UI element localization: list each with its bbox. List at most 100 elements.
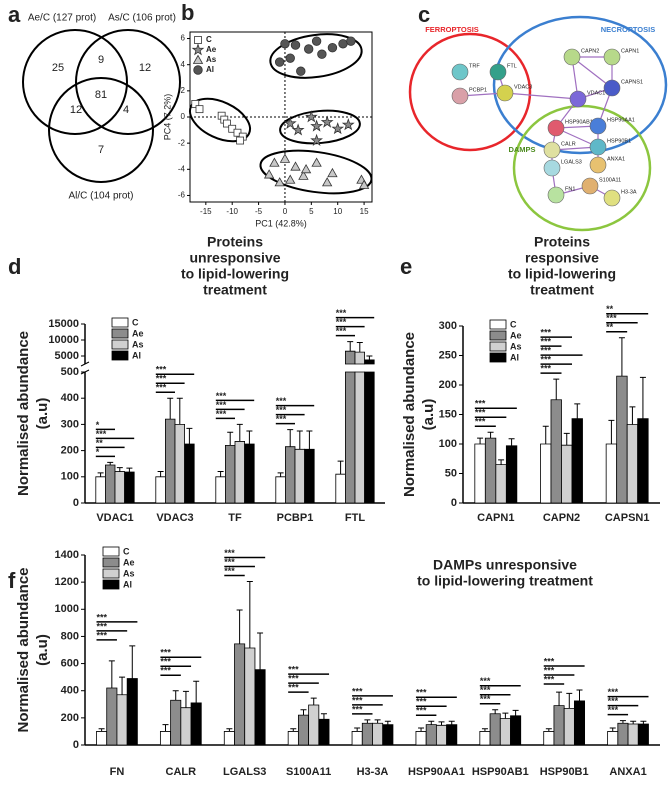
venn-count: 9 xyxy=(98,54,104,66)
bar xyxy=(351,731,363,746)
y-tick-label: 5000 xyxy=(55,350,79,362)
chart-title: to lipid-lowering xyxy=(181,266,289,282)
significance-label: *** xyxy=(216,391,227,401)
bar xyxy=(617,722,629,746)
x-tick-label: -15 xyxy=(200,207,212,216)
y-tick-label: 0 xyxy=(451,497,457,509)
group-outline xyxy=(408,32,532,152)
network-node xyxy=(603,79,621,97)
x-tick-label: LGALS3 xyxy=(223,766,266,778)
y-tick-label: 0 xyxy=(73,739,79,751)
bar xyxy=(244,443,255,504)
error-bar xyxy=(364,719,371,724)
error-bar xyxy=(236,609,243,644)
error-bar xyxy=(337,460,344,475)
legend-marker xyxy=(194,36,202,44)
x-axis-label: PC1 (42.8%) xyxy=(255,218,307,228)
chart-title: treatment xyxy=(203,282,267,298)
point xyxy=(311,157,322,167)
network-node xyxy=(589,138,607,156)
legend-swatch xyxy=(489,330,507,341)
legend-label: Ae xyxy=(132,328,144,338)
panel-label: d xyxy=(8,254,21,279)
significance-label: *** xyxy=(156,383,167,393)
venn-count: 4 xyxy=(123,104,129,116)
significance-label: *** xyxy=(216,400,227,410)
bar xyxy=(234,643,246,746)
legend-label: C xyxy=(206,35,212,44)
node-label: TRF xyxy=(469,63,480,69)
significance-label: *** xyxy=(336,326,347,336)
y-tick-label: 2 xyxy=(181,86,186,95)
significance-label: *** xyxy=(160,657,171,667)
error-bar xyxy=(498,459,505,465)
error-bar xyxy=(347,341,354,352)
bar xyxy=(223,731,235,746)
bar xyxy=(159,731,172,746)
venn-set-label: As/C (106 prot) xyxy=(108,13,176,24)
y-tick-label: 500 xyxy=(61,366,79,378)
point xyxy=(236,136,245,145)
node-label: H3-3A xyxy=(621,189,637,195)
legend-swatch xyxy=(111,339,129,350)
point xyxy=(341,118,355,131)
point xyxy=(296,66,306,76)
chart-title: to lipid-lowering treatment xyxy=(417,573,593,589)
node-label: VDAC3 xyxy=(514,84,532,90)
node-label: CAPNS1 xyxy=(621,79,643,85)
y-tick-label: 150 xyxy=(439,408,457,420)
legend-label: Al xyxy=(132,350,141,360)
group-label: NECROPTOSIS xyxy=(601,25,655,34)
venn-set-label: Ae/C (127 prot) xyxy=(28,13,96,24)
legend-label: C xyxy=(123,546,130,556)
y-axis-label: (a.u) xyxy=(34,398,51,430)
bar xyxy=(637,723,649,746)
significance-label: *** xyxy=(544,674,555,684)
significance-label: *** xyxy=(606,313,617,323)
error-bar xyxy=(384,720,391,725)
error-bar xyxy=(576,689,583,701)
point xyxy=(317,49,327,59)
error-bar xyxy=(553,378,560,400)
y-tick-label: 1000 xyxy=(55,603,79,615)
legend-swatch xyxy=(102,579,120,590)
cluster-ellipse xyxy=(269,33,363,79)
y-tick-label: 1200 xyxy=(55,576,79,588)
cluster-ellipse xyxy=(259,149,373,195)
x-tick-label: S100A11 xyxy=(286,766,331,778)
bar xyxy=(637,418,649,504)
bar xyxy=(180,707,192,746)
significance-label: *** xyxy=(540,336,551,346)
error-bar xyxy=(630,720,637,724)
bar xyxy=(96,731,108,746)
bar xyxy=(285,446,296,504)
point xyxy=(346,36,356,46)
significance-label: *** xyxy=(336,308,347,318)
error-bar xyxy=(186,427,193,445)
y-tick-label: -2 xyxy=(178,138,186,147)
error-bar xyxy=(492,709,499,714)
node-label: HSP90B1 xyxy=(607,138,631,144)
network-node xyxy=(603,48,621,66)
bar xyxy=(510,715,522,746)
significance-label: *** xyxy=(352,695,363,705)
significance-label: *** xyxy=(224,548,235,558)
x-tick-label: FTL xyxy=(345,512,365,524)
error-bar xyxy=(563,432,570,446)
legend-label: Al xyxy=(123,579,132,589)
error-bar xyxy=(116,467,123,472)
error-bar xyxy=(182,690,189,708)
significance-label: *** xyxy=(540,345,551,355)
bar xyxy=(415,731,427,746)
significance-label: *** xyxy=(352,686,363,696)
point xyxy=(274,57,285,67)
significance-label: *** xyxy=(480,694,491,704)
legend-swatch xyxy=(102,557,120,568)
bar xyxy=(561,444,573,504)
x-tick-label: ANXA1 xyxy=(609,766,646,778)
bar xyxy=(425,724,437,746)
error-bar xyxy=(566,692,573,709)
error-bar xyxy=(257,632,264,670)
error-bar xyxy=(306,430,313,450)
significance-label: *** xyxy=(224,566,235,576)
